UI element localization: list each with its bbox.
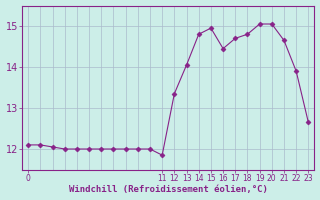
- X-axis label: Windchill (Refroidissement éolien,°C): Windchill (Refroidissement éolien,°C): [69, 185, 268, 194]
